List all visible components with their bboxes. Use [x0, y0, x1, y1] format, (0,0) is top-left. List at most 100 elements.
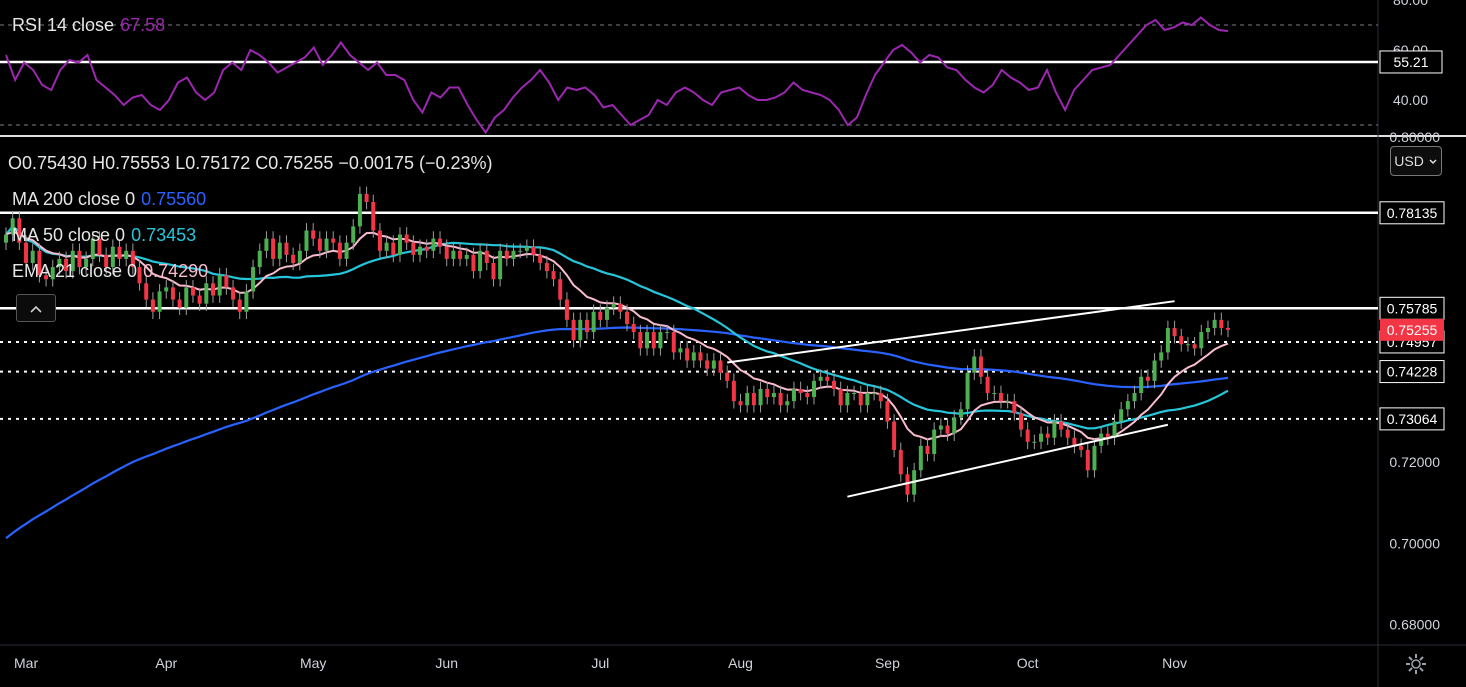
candle-body: [738, 401, 743, 406]
candle-body: [992, 393, 997, 395]
ma200-legend-label: MA 200 close 0: [12, 189, 136, 209]
candle-body: [798, 388, 803, 394]
candle-body: [371, 202, 376, 231]
candle-body: [458, 250, 463, 259]
candle-body: [1005, 401, 1010, 403]
candle-body: [818, 376, 823, 381]
candle-body: [110, 246, 115, 268]
candle-body: [918, 445, 923, 471]
candle-body: [832, 380, 837, 389]
candle-body: [1032, 441, 1037, 443]
candle-body: [858, 393, 863, 406]
ema21-line: [5, 230, 1229, 441]
rsi-line: [5, 16, 1229, 135]
candle-body: [1025, 429, 1030, 442]
candle-body: [384, 242, 389, 251]
currency-button[interactable]: USD: [1390, 146, 1442, 176]
level-badge-4: [1379, 407, 1445, 431]
candle-body: [845, 393, 850, 406]
candle-body: [184, 287, 189, 308]
candle-body: [651, 332, 656, 349]
candle-body: [531, 246, 536, 255]
candle-body: [905, 474, 910, 495]
ema21-legend-value: 0.74290: [143, 261, 209, 281]
candle-body: [825, 376, 830, 381]
candle-body: [1132, 393, 1137, 402]
candle-body: [1159, 352, 1164, 361]
upper-channel-trendline[interactable]: [727, 300, 1175, 364]
candle-body: [57, 258, 62, 268]
candle-body: [765, 388, 770, 398]
candle-body: [257, 250, 262, 268]
candle-body: [37, 250, 42, 276]
level-badge-label-3: 0.74228: [1387, 364, 1438, 380]
candle-body: [484, 250, 489, 263]
collapse-legend-button[interactable]: [16, 294, 56, 322]
price-axis-tick-1: 0.72000: [1389, 454, 1440, 470]
candle-body: [478, 250, 483, 272]
candle-body: [1092, 445, 1097, 471]
candle-body: [511, 250, 516, 259]
candle-body: [698, 352, 703, 361]
ma50-legend-value: 0.73453: [131, 225, 197, 245]
candle-body: [691, 352, 696, 361]
ma50-legend-label: MA 50 close 0: [12, 225, 126, 245]
candle-body: [451, 250, 456, 259]
candle-body: [892, 421, 897, 450]
level-badge-0: [1379, 201, 1445, 225]
current-price-badge-label: 0.75255: [1387, 322, 1438, 338]
ohlc-legend: O0.75430 H0.75553 L0.75172 C0.75255 −0.0…: [8, 153, 493, 174]
candle-body: [44, 275, 49, 280]
ohlc-low: L0.75172: [175, 153, 251, 173]
candle-body: [164, 287, 169, 292]
candle-body: [117, 246, 122, 259]
candle-body: [678, 348, 683, 353]
candle-body: [10, 218, 15, 235]
candle-body: [791, 388, 796, 402]
candle-body: [985, 376, 990, 394]
settings-gear-icon[interactable]: [1404, 652, 1428, 676]
candle-body: [357, 193, 362, 227]
candle-body: [538, 254, 543, 263]
candle-body: [598, 311, 603, 320]
candle-body: [504, 250, 509, 259]
candle-body: [618, 303, 623, 312]
candle-body: [811, 380, 816, 398]
ema21-legend: EMA 21 close 0 0.74290: [12, 261, 208, 282]
time-axis-label-sep: Sep: [875, 655, 900, 671]
candle-body: [90, 238, 95, 259]
time-axis-label-nov: Nov: [1162, 655, 1187, 671]
lower-channel-trendline[interactable]: [847, 423, 1169, 498]
candle-body: [1085, 449, 1090, 471]
candle-body: [625, 311, 630, 324]
ohlc-high: H0.75553: [92, 153, 171, 173]
candle-body: [418, 246, 423, 255]
candle-body: [1179, 336, 1184, 345]
level-badge-label-4: 0.73064: [1387, 411, 1438, 427]
candle-body: [972, 356, 977, 373]
candle-body: [638, 332, 643, 349]
candle-body: [404, 234, 409, 243]
candle-body: [1079, 445, 1084, 450]
candle-body: [211, 283, 216, 296]
candle-body: [705, 360, 710, 369]
candle-body: [885, 401, 890, 422]
candle-body: [498, 250, 503, 280]
candle-body: [1145, 376, 1150, 381]
candle-body: [758, 388, 763, 406]
candle-body: [377, 230, 382, 251]
candle-body: [30, 250, 35, 263]
candle-body: [865, 393, 870, 406]
candle-body: [70, 250, 75, 272]
rsi-axis-tick-2: 40.00: [1393, 92, 1428, 108]
candle-body: [778, 393, 783, 406]
candle-body: [444, 246, 449, 259]
candle-body: [84, 258, 89, 268]
candle-body: [1119, 409, 1124, 422]
rsi-legend-label: RSI 14 close: [12, 15, 115, 35]
candle-body: [1045, 433, 1050, 438]
chevron-up-icon: [30, 306, 42, 313]
candle-body: [718, 360, 723, 373]
candle-body: [1199, 332, 1204, 349]
